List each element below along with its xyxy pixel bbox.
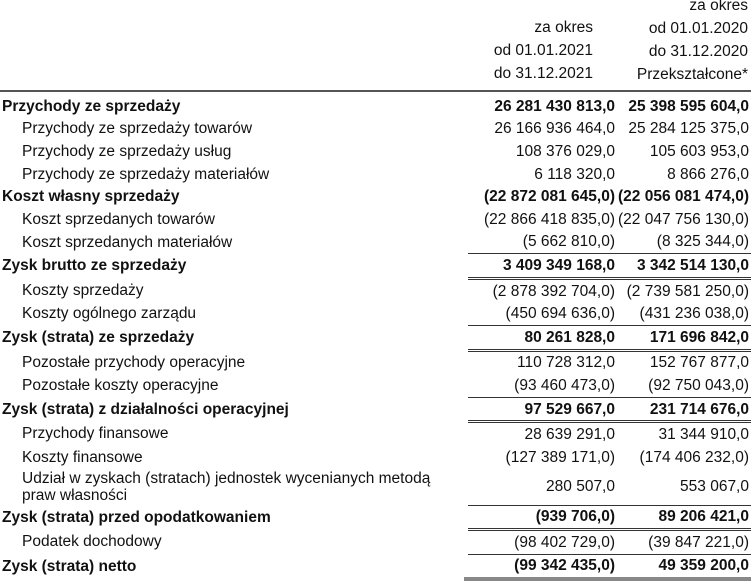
value-2020: 31 344 910,0 [658,426,749,444]
value-2021: (98 402 729,0) [463,529,618,555]
value-2021: 3 409 349 168,0 [463,253,618,280]
value-2021: 28 639 291,0 [463,421,618,446]
column-header-2021: za okres od 01.01.2021 do 31.12.2021 [448,16,593,106]
row-label: Przychody ze sprzedaży usług [22,142,232,160]
header-line: od 01.01.2020 [648,20,748,37]
header-line: Przekształcone* [636,66,748,83]
value-2020: 231 714 676,0 [618,396,751,424]
table-row: Koszt sprzedanych materiałów (5 662 810,0… [0,230,751,254]
value-2020: 3 342 514 130,0 [618,253,751,280]
row-label: Koszty finansowe [22,448,143,466]
value-2020: (2 739 581 250,0) [626,282,749,300]
value-2020: 25 284 125 375,0 [628,120,749,138]
table-row: Przychody ze sprzedaży towarów 26 166 936… [0,117,751,141]
value-2021: 6 118 320,0 [463,162,618,186]
value-2020: 553 067,0 [680,478,749,495]
table-row: Zysk (strata) przed opodatkowaniem (939 7… [0,504,751,532]
row-label: Zysk (strata) przed opodatkowaniem [2,508,271,526]
table-row: Zysk (strata) ze sprzedaży 80 261 828,0 17… [0,324,751,352]
table-row: Pozostałe przychody operacyjne 110 728 31… [0,350,751,375]
row-label: Przychody ze sprzedaży towarów [22,120,253,138]
value-2021: (127 389 171,0) [463,445,618,469]
value-2020: 171 696 842,0 [618,324,751,352]
income-statement-table: Przychody ze sprzedaży 26 281 430 813,0 25… [0,95,751,581]
value-2021: (939 706,0) [463,504,618,532]
table-row: Koszty finansowe (127 389 171,0) (174 406 … [0,445,751,469]
header-line: za okres [689,0,748,14]
value-2020: (39 847 221,0) [648,533,749,551]
value-2021: (93 460 473,0) [463,374,618,398]
value-2021: (450 694 636,0) [463,302,618,326]
row-label: Zysk (strata) ze sprzedaży [2,329,195,347]
value-2020: (431 236 038,0) [639,305,749,323]
table-row: Pozostałe koszty operacyjne (93 460 473,0… [0,374,751,398]
row-label: Przychody ze sprzedaży [2,97,181,115]
value-2021: (22 872 081 645,0) [463,185,618,208]
value-2020: (174 406 232,0) [639,448,749,466]
row-label: Koszty ogólnego zarządu [22,305,197,323]
table-row: Zysk (strata) z działalności operacyjnej… [0,396,751,424]
value-2020: 89 206 421,0 [618,504,751,532]
table-row: Przychody ze sprzedaży materiałów 6 118 3… [0,162,751,186]
value-2020: 105 603 953,0 [649,142,749,160]
value-2020: 25 398 595 604,0 [628,97,749,115]
row-label: Zysk (strata) z działalności operacyjnej [2,401,289,419]
header-line: od 01.01.2021 [493,42,593,59]
row-label: Koszt sprzedanych materiałów [22,233,233,251]
row-label: Pozostałe koszty operacyjne [22,377,219,395]
row-label: Zysk (strata) netto [2,558,137,576]
value-2020: 152 767 877,0 [649,354,749,372]
row-label: Pozostałe przychody operacyjne [22,353,246,371]
value-2021: 26 166 936 464,0 [463,117,618,141]
value-2021: (22 866 418 835,0) [463,207,618,231]
value-2021: 280 507,0 [463,468,618,505]
value-2021: (99 342 435,0) [463,553,618,581]
table-row: Koszt sprzedanych towarów (22 866 418 835… [0,207,751,231]
value-2020: 8 866 276,0 [667,165,749,183]
row-label: Podatek dochodowy [22,533,162,551]
table-row: Zysk (strata) netto (99 342 435,0) 49 359 … [0,553,751,581]
value-2021: 108 376 029,0 [463,140,618,163]
table-row: Zysk brutto ze sprzedaży 3 409 349 168,0 3… [0,253,751,280]
value-2020: (22 056 081 474,0) [618,188,749,206]
header-line: do 31.12.2021 [493,65,593,82]
table-row: Przychody ze sprzedaży 26 281 430 813,0 25… [0,95,751,118]
value-2021: 97 529 667,0 [463,396,618,424]
row-label: Udział w zyskach (stratach) jednostek wy… [22,469,431,504]
value-2021: (2 878 392 704,0) [463,278,618,303]
value-2021: (5 662 810,0) [463,230,618,254]
row-label: Zysk brutto ze sprzedaży [2,257,187,275]
row-label: Koszty sprzedaży [22,281,144,299]
value-2020: (8 325 344,0) [656,233,749,251]
header-line: do 31.12.2020 [648,43,748,60]
table-row: Koszty ogólnego zarządu (450 694 636,0) (4… [0,302,751,326]
row-label: Koszt własny sprzedaży [2,188,180,206]
row-label: Przychody finansowe [22,425,169,443]
table-row: Koszty sprzedaży (2 878 392 704,0) (2 739 … [0,278,751,303]
row-label: Przychody ze sprzedaży materiałów [22,165,270,183]
row-label: Koszt sprzedanych towarów [22,210,215,228]
value-2020: (92 750 043,0) [648,376,749,394]
value-2021: 110 728 312,0 [463,350,618,375]
value-2021: 80 261 828,0 [463,324,618,352]
table-row: Przychody ze sprzedaży usług 108 376 029,… [0,140,751,163]
table-row: Udział w zyskach (stratach) jednostek wy… [0,468,751,505]
header-line: za okres [534,19,593,36]
column-header-2020: za okres od 01.01.2020 do 31.12.2020 Prz… [600,0,748,84]
table-row: Koszt własny sprzedaży (22 872 081 645,0)… [0,185,751,208]
value-2020: 49 359 200,0 [618,553,751,581]
table-row: Przychody finansowe 28 639 291,0 31 344 91… [0,421,751,446]
value-2020: (22 047 756 130,0) [618,210,749,228]
table-row: Podatek dochodowy (98 402 729,0) (39 847 2… [0,529,751,555]
value-2021: 26 281 430 813,0 [463,95,618,118]
header-divider [0,90,751,92]
